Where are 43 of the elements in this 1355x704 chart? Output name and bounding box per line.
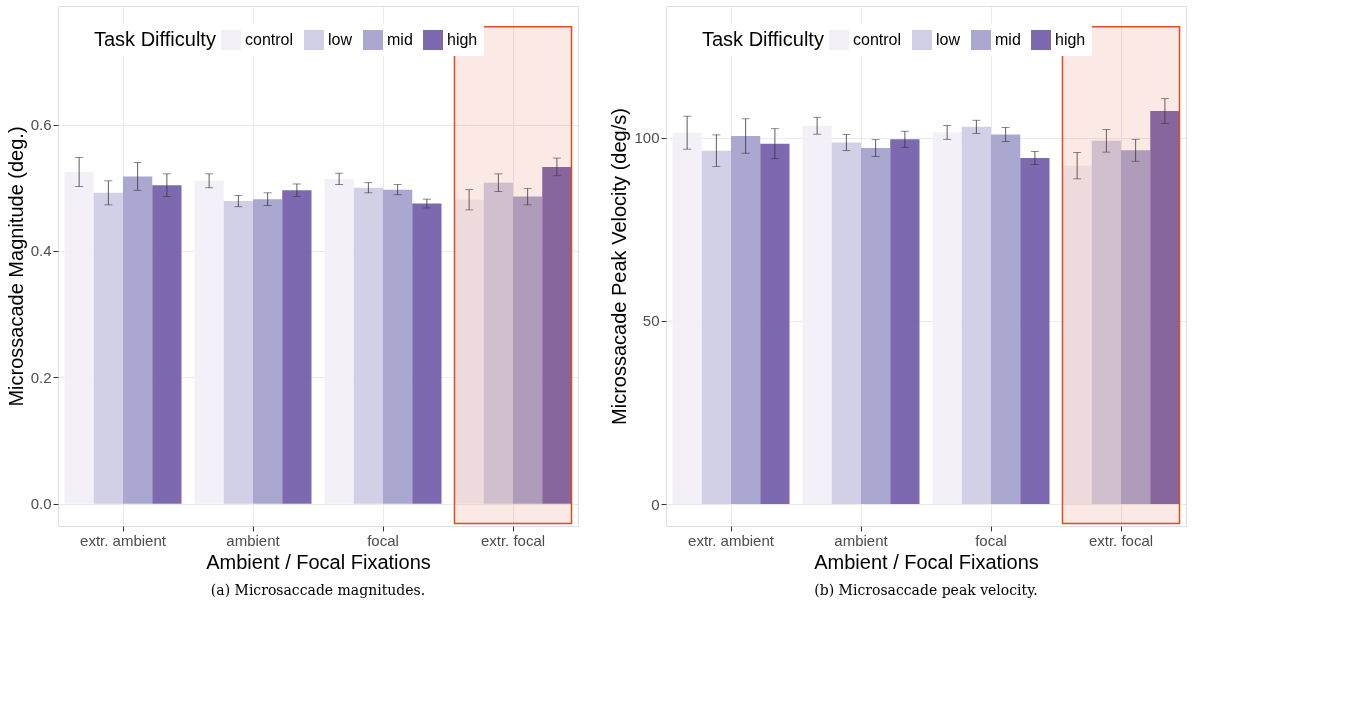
x-axis-title: Ambient / Focal Fixations	[814, 550, 1039, 573]
x-tick-label: extr. focal	[1088, 531, 1154, 549]
legend-label: low	[328, 31, 353, 48]
x-tick-label: ambient	[834, 531, 889, 549]
x-axis-title: Ambient / Focal Fixations	[206, 550, 431, 573]
bar	[701, 150, 731, 505]
legend-title: Task Difficulty	[94, 28, 216, 50]
x-tick-label: extr. focal	[480, 531, 546, 549]
bar	[1121, 150, 1151, 505]
legend-label: mid	[387, 31, 413, 48]
x-tick-label: ambient	[226, 531, 281, 549]
text: (a) Microsaccade magnitudes.	[210, 582, 426, 598]
bar	[961, 126, 991, 505]
legend-label: mid	[995, 31, 1021, 48]
legend-label: control	[245, 31, 294, 48]
y-tick-label: 50	[642, 312, 660, 330]
text: (b) Microsaccade peak velocity.	[814, 582, 1038, 598]
x-tick-label: focal	[367, 531, 399, 549]
y-tick-label: 0.2	[30, 368, 52, 386]
y-axis-title: Microssacade Magnitude (deg.)	[4, 126, 27, 407]
bar	[861, 148, 891, 505]
y-tick-label: 0	[651, 495, 660, 513]
legend-label: control	[853, 31, 902, 48]
bar	[1020, 157, 1050, 505]
y-tick-label: 0.4	[30, 242, 52, 260]
x-tick-label: extr. ambient	[80, 531, 167, 549]
bar	[991, 134, 1021, 505]
y-tick-label: 0.6	[30, 116, 52, 134]
y-tick-label: 0.0	[30, 495, 52, 513]
bar	[1150, 111, 1180, 505]
y-tick-label: 100	[634, 129, 660, 147]
x-tick-label: extr. ambient	[688, 531, 775, 549]
legend-title: Task Difficulty	[702, 28, 824, 50]
bar	[731, 136, 761, 505]
legend-label: high	[447, 31, 478, 48]
bar	[890, 139, 920, 505]
legend-label: high	[1055, 31, 1086, 48]
x-tick-label: focal	[975, 531, 1007, 549]
y-axis-title: Microssacade Peak Velocity (deg/s)	[608, 108, 631, 425]
bar	[1091, 140, 1121, 505]
bar	[831, 142, 861, 505]
legend-label: low	[936, 31, 961, 48]
bar	[760, 143, 790, 505]
